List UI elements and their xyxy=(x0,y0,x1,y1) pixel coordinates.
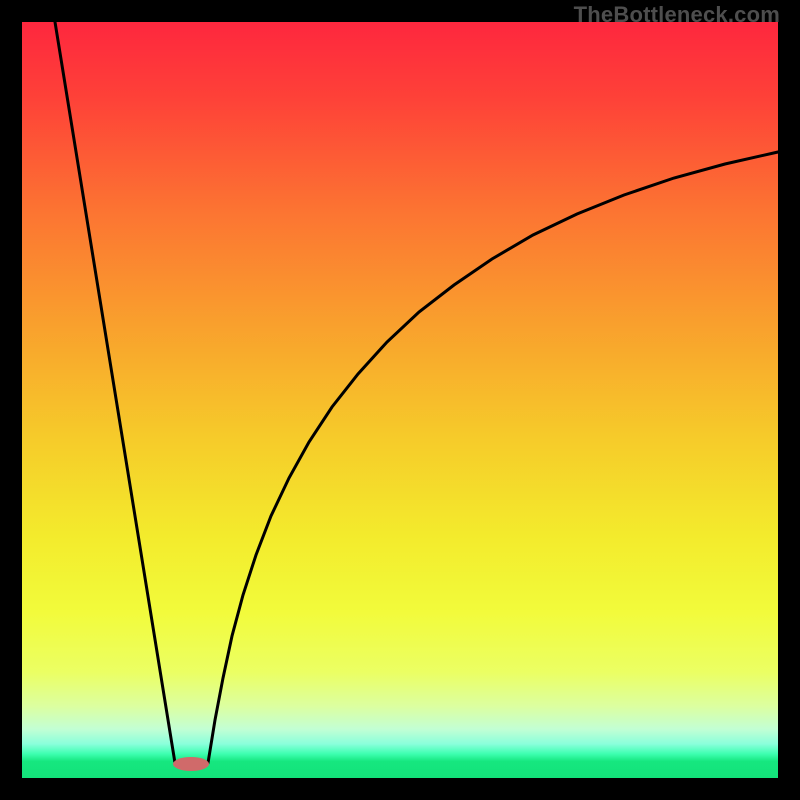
bottleneck-curve-chart xyxy=(0,0,800,800)
optimum-marker xyxy=(173,757,209,771)
plot-area xyxy=(22,22,778,778)
chart-container: TheBottleneck.com xyxy=(0,0,800,800)
watermark-text: TheBottleneck.com xyxy=(574,2,780,28)
